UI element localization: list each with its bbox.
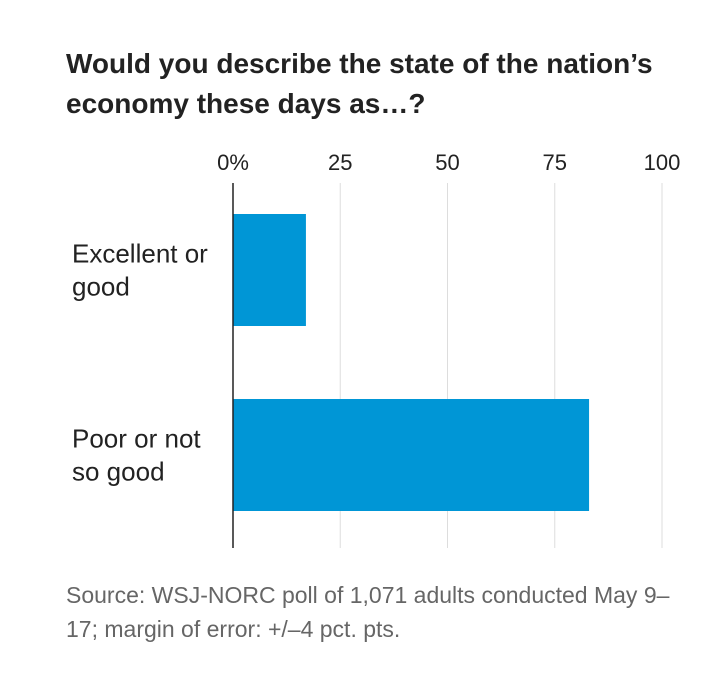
tick-label-25: 25 <box>328 150 352 175</box>
bars <box>233 214 590 511</box>
tick-label-100: 100 <box>644 150 681 175</box>
x-tick-labels: 0% 25 50 75 100 <box>217 150 680 175</box>
tick-label-0: 0% <box>217 150 249 175</box>
source-note: Source: WSJ-NORC poll of 1,071 adults co… <box>66 582 670 642</box>
chart-title: Would you describe the state of the nati… <box>66 48 653 119</box>
category-label-1-0: Poor or not <box>72 424 201 454</box>
bar-1 <box>233 399 590 511</box>
tick-label-50: 50 <box>435 150 459 175</box>
category-label-0-1: good <box>72 272 130 302</box>
category-label-0-0: Excellent or <box>72 239 208 269</box>
category-label-1-1: so good <box>72 457 165 487</box>
bar-0 <box>233 214 306 326</box>
tick-label-75: 75 <box>543 150 567 175</box>
